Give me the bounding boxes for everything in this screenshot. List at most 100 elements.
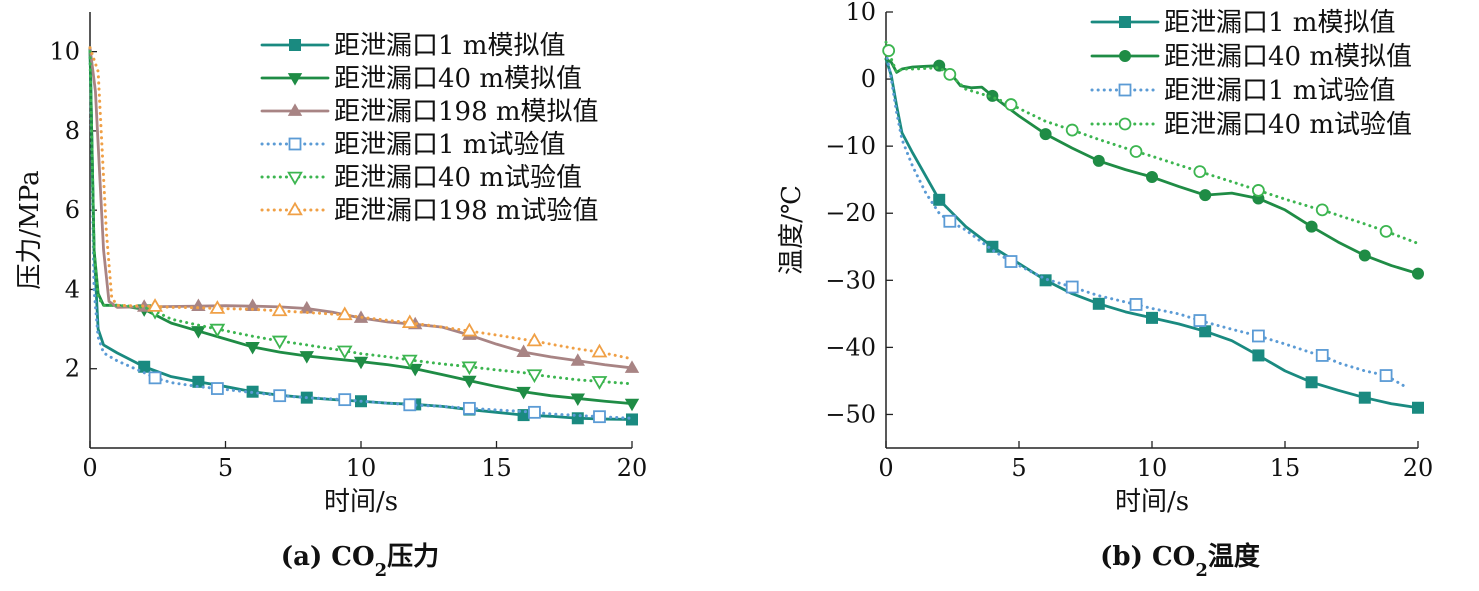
y-tick-label: 4 xyxy=(65,275,80,303)
legend-entry: 距泄漏口1 m模拟值 xyxy=(334,31,565,61)
x-tick-label: 20 xyxy=(1403,454,1434,482)
data-point-marker xyxy=(403,398,417,412)
data-point-marker xyxy=(624,360,640,373)
legend-marker xyxy=(287,171,303,186)
y-tick-label: 0 xyxy=(861,65,876,93)
data-point-marker xyxy=(571,412,584,425)
data-point-marker xyxy=(882,44,896,57)
y-tick-label: 2 xyxy=(65,355,80,383)
data-point-marker xyxy=(1315,349,1329,362)
temperature-chart-panel: 0 5 10 15 20 10 0 −10 −20 −30 −40 −50 时间/s 温度/℃ 距泄漏口1 … xyxy=(777,0,1433,581)
legend-marker xyxy=(288,137,302,151)
data-point-marker xyxy=(210,382,224,395)
legend-marker xyxy=(1119,16,1131,28)
data-point-marker xyxy=(461,361,478,376)
series-6 xyxy=(88,46,634,361)
data-point-marker xyxy=(1092,154,1105,167)
data-point-marker xyxy=(1092,297,1105,310)
y-tick-label: −10 xyxy=(825,132,876,160)
data-point-marker xyxy=(271,335,288,350)
data-point-marker xyxy=(1358,391,1371,404)
data-point-marker xyxy=(1305,220,1318,233)
x-tick-label: 5 xyxy=(218,454,233,482)
legend-entry: 距泄漏口40 m模拟值 xyxy=(1164,42,1412,72)
data-point-marker xyxy=(1252,329,1265,343)
panel-caption: (a) CO2压力 xyxy=(281,542,439,581)
data-point-marker xyxy=(1129,145,1143,158)
data-point-marker xyxy=(1199,325,1212,338)
data-point-marker xyxy=(1252,184,1265,197)
data-point-marker xyxy=(1065,280,1079,294)
series-line xyxy=(88,50,634,386)
series-line xyxy=(884,57,1420,275)
x-tick-label: 0 xyxy=(82,454,97,482)
y-axis-label: 压力/MPa xyxy=(15,170,45,289)
data-point-marker xyxy=(516,344,531,357)
data-point-marker xyxy=(1193,314,1207,327)
x-tick-label: 10 xyxy=(346,454,377,482)
data-point-marker xyxy=(1129,298,1143,311)
data-point-marker xyxy=(526,369,543,384)
data-point-marker xyxy=(526,332,543,347)
data-point-marker xyxy=(1379,369,1393,382)
x-tick-label: 0 xyxy=(878,454,893,482)
data-point-marker xyxy=(1065,123,1079,137)
data-point-marker xyxy=(462,375,477,389)
data-point-marker xyxy=(1379,224,1393,238)
data-point-marker xyxy=(147,298,163,312)
data-point-marker xyxy=(593,410,606,424)
x-tick-label: 5 xyxy=(1011,454,1026,482)
x-axis-label: 时间/s xyxy=(1115,487,1189,517)
x-tick-label: 20 xyxy=(617,454,648,482)
data-point-marker xyxy=(353,356,369,370)
data-point-marker xyxy=(271,302,288,317)
series-2 xyxy=(884,57,1424,280)
data-point-marker xyxy=(1039,274,1052,287)
legend-marker xyxy=(1119,50,1131,62)
x-tick-label: 10 xyxy=(1137,454,1168,482)
data-point-marker xyxy=(408,363,423,377)
series-3 xyxy=(884,50,1407,388)
data-point-marker xyxy=(1146,171,1158,184)
x-axis-label: 时间/s xyxy=(324,487,398,517)
data-point-marker xyxy=(209,300,226,314)
data-point-marker xyxy=(516,386,531,400)
series-line xyxy=(884,40,1420,245)
data-point-marker xyxy=(591,376,608,390)
y-tick-label: −50 xyxy=(825,400,876,428)
data-point-marker xyxy=(1193,165,1207,179)
data-point-marker xyxy=(401,314,418,329)
y-axis-label: 温度/℃ xyxy=(777,185,807,275)
data-point-marker xyxy=(591,343,608,358)
y-tick-label: −30 xyxy=(825,266,876,294)
data-point-marker xyxy=(1412,267,1424,280)
data-point-marker xyxy=(1315,203,1329,217)
data-point-marker xyxy=(245,342,260,355)
data-point-marker xyxy=(461,322,478,337)
data-point-marker xyxy=(943,214,957,228)
data-point-marker xyxy=(138,360,151,373)
data-point-marker xyxy=(1039,128,1052,141)
y-tick-label: 10 xyxy=(49,38,80,66)
data-point-marker xyxy=(626,413,638,426)
legend-entry: 距泄漏口1 m试验值 xyxy=(1164,76,1395,106)
data-point-marker xyxy=(1358,249,1371,262)
legend-entry: 距泄漏口40 m试验值 xyxy=(334,163,582,193)
data-point-marker xyxy=(986,240,999,253)
data-point-marker xyxy=(191,298,206,312)
y-tick-label: −20 xyxy=(825,199,876,227)
data-point-marker xyxy=(570,393,585,407)
legend-marker xyxy=(289,39,301,51)
y-tick-label: 8 xyxy=(65,117,80,145)
legend-entry: 距泄漏口40 m模拟值 xyxy=(334,64,582,94)
data-point-marker xyxy=(338,393,352,407)
data-point-marker xyxy=(401,354,418,369)
data-point-marker xyxy=(191,326,206,339)
legend-marker xyxy=(287,103,303,116)
data-point-marker xyxy=(299,351,314,364)
panel-caption: (b) CO2温度 xyxy=(1100,541,1260,581)
legend-entry: 距泄漏口40 m试验值 xyxy=(1164,110,1412,140)
